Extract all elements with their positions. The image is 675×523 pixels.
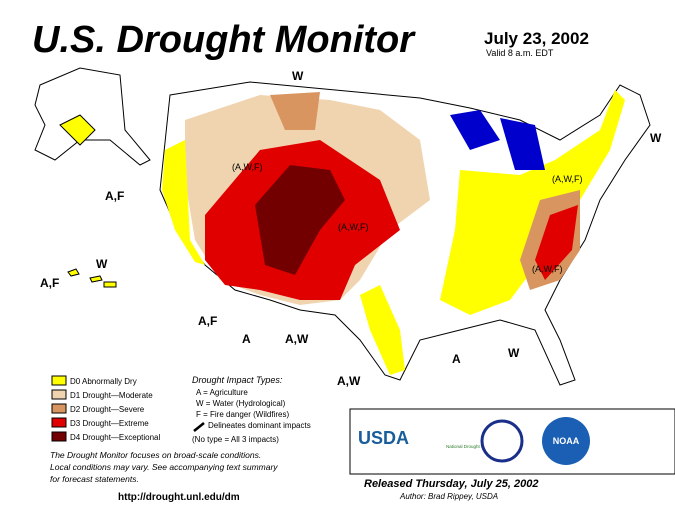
map-label: A,F — [40, 276, 59, 290]
d0-west-coast — [162, 140, 205, 265]
logo-ndmc: National Drought Mitigation Center — [446, 444, 516, 449]
logo-noaa: NOAA — [553, 436, 580, 446]
great-lakes — [450, 110, 545, 170]
map-label: A,F — [105, 189, 124, 203]
legend-label: D0 Abnormally Dry — [70, 377, 137, 386]
hawaii — [67, 268, 117, 288]
author: Author: Brad Rippey, USDA — [399, 492, 498, 501]
legend-swatch — [51, 417, 67, 428]
legend-swatch — [51, 389, 67, 400]
d0-texas — [360, 285, 405, 375]
impact-type: W = Water (Hydrological) — [196, 399, 286, 408]
released: Released Thursday, July 25, 2002 — [364, 478, 538, 490]
map-label: W — [650, 131, 662, 145]
logo-noaa-circle — [542, 417, 590, 465]
logo-usda: USDA — [358, 428, 409, 448]
d2-montana — [270, 92, 320, 130]
legend-swatch — [51, 431, 67, 442]
map-label: A,W — [285, 332, 309, 346]
legend-swatch — [51, 375, 67, 386]
map-label: A — [242, 332, 251, 346]
map-label: A — [452, 352, 461, 366]
note: The Drought Monitor focuses on broad-sca… — [50, 450, 261, 460]
alaska-d0 — [59, 114, 96, 146]
d4-colorado — [255, 165, 345, 275]
map-label: (A,W,F) — [232, 162, 263, 172]
date: July 23, 2002 — [484, 29, 589, 48]
title: U.S. Drought Monitor — [32, 19, 416, 61]
map-label: (A,W,F) — [552, 174, 583, 184]
alaska — [34, 67, 151, 166]
d3-carolinas — [535, 205, 578, 280]
logo-doc — [480, 419, 524, 463]
impact-title: Drought Impact Types: — [192, 375, 283, 385]
legend-swatch — [51, 403, 67, 414]
map-label: W — [508, 346, 520, 360]
map-label: (A,W,F) — [338, 222, 369, 232]
legend-label: D1 Drought—Moderate — [70, 391, 153, 400]
map-label: A,F — [198, 314, 217, 328]
impact-type: F = Fire danger (Wildfires) — [196, 410, 289, 419]
note: for forecast statements. — [50, 474, 139, 484]
legend-label: D3 Drought—Extreme — [70, 419, 149, 428]
map-label: W — [96, 257, 108, 271]
map-label: W — [292, 69, 304, 83]
note: Local conditions may vary. See accompany… — [50, 462, 278, 472]
impact-no-type: (No type = All 3 impacts) — [192, 435, 279, 444]
url[interactable]: http://drought.unl.edu/dm — [118, 492, 240, 503]
legend-label: D2 Drought—Severe — [70, 405, 145, 414]
impact-type: A = Agriculture — [196, 388, 248, 397]
legend-label: D4 Drought—Exceptional — [70, 433, 160, 442]
valid-time: Valid 8 a.m. EDT — [486, 48, 554, 58]
impact-line-sample — [193, 422, 205, 432]
map-label: A,W — [337, 374, 361, 388]
d0-east — [440, 90, 625, 315]
impact-delineates: Delineates dominant impacts — [208, 421, 311, 430]
legend: D0 Abnormally Dry D1 Drought—Moderate D2 D… — [51, 375, 160, 442]
map-label: (A,W,F) — [532, 264, 563, 274]
